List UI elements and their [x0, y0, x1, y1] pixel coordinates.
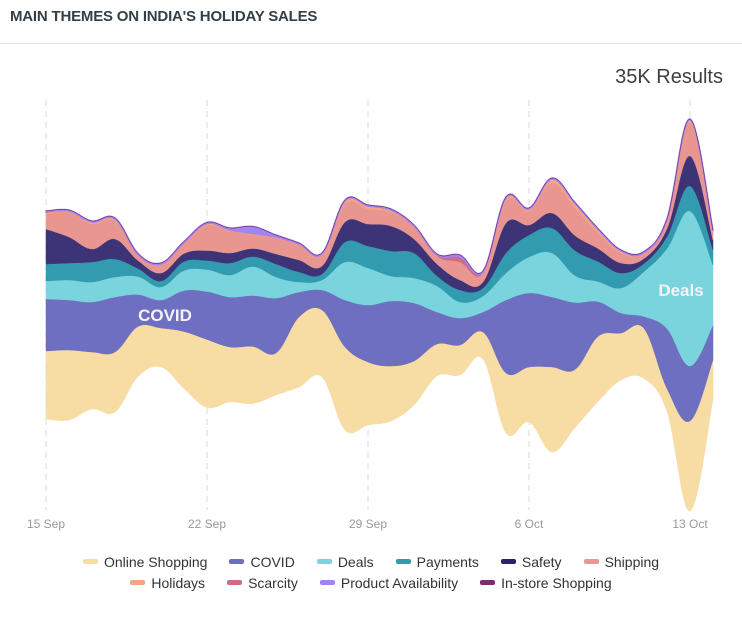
legend-row: Holidays Scarcity Product Availability In-s…: [0, 572, 742, 593]
legend-swatch: [480, 580, 496, 585]
legend-item[interactable]: COVID: [229, 553, 295, 570]
legend-label: Shipping: [604, 553, 660, 570]
legend-item[interactable]: Payments: [395, 553, 479, 570]
legend-label: Scarcity: [248, 574, 298, 591]
legend-item[interactable]: Deals: [316, 553, 374, 570]
legend-label: Holidays: [151, 574, 206, 591]
legend-row: Online Shopping COVID Deals Payments Safety S…: [0, 551, 742, 572]
legend-swatch: [229, 559, 245, 564]
x-tick-label: 22 Sep: [188, 517, 226, 531]
legend-item[interactable]: Product Availability: [319, 574, 459, 591]
results-count: 35K Results: [615, 66, 723, 88]
legend-label: Online Shopping: [103, 553, 208, 570]
x-tick-label: 29 Sep: [349, 517, 387, 531]
legend-swatch: [500, 559, 516, 564]
header-divider: [0, 43, 742, 44]
legend-item[interactable]: Online Shopping: [82, 553, 208, 570]
legend: Online Shopping COVID Deals Payments Safety S…: [0, 551, 742, 593]
legend-item[interactable]: Holidays: [130, 575, 205, 591]
x-tick-label: 13 Oct: [672, 517, 708, 531]
stream-layer-in-store-shopping[interactable]: [45, 118, 714, 274]
legend-swatch: [395, 559, 411, 564]
legend-item[interactable]: Scarcity: [227, 575, 298, 591]
legend-swatch: [319, 580, 335, 585]
legend-swatch: [583, 559, 599, 564]
legend-swatch: [227, 580, 243, 585]
legend-swatch: [316, 559, 332, 564]
series-annotation: COVID: [138, 306, 192, 325]
x-tick-label: 15 Sep: [27, 517, 65, 531]
legend-label: In-store Shopping: [501, 574, 612, 591]
legend-swatch: [82, 559, 98, 564]
x-tick-label: 6 Oct: [515, 517, 544, 531]
legend-label: Product Availability: [340, 574, 459, 591]
legend-label: Safety: [521, 553, 562, 570]
legend-item[interactable]: Shipping: [583, 553, 660, 570]
legend-swatch: [130, 580, 146, 585]
legend-label: COVID: [250, 553, 295, 570]
legend-item[interactable]: Safety: [500, 553, 562, 570]
chart-title: MAIN THEMES ON INDIA'S HOLIDAY SALES: [10, 8, 318, 25]
legend-item[interactable]: In-store Shopping: [480, 575, 612, 591]
legend-label: Deals: [337, 553, 374, 570]
legend-label: Payments: [416, 553, 479, 570]
series-annotation: Deals: [658, 281, 703, 300]
